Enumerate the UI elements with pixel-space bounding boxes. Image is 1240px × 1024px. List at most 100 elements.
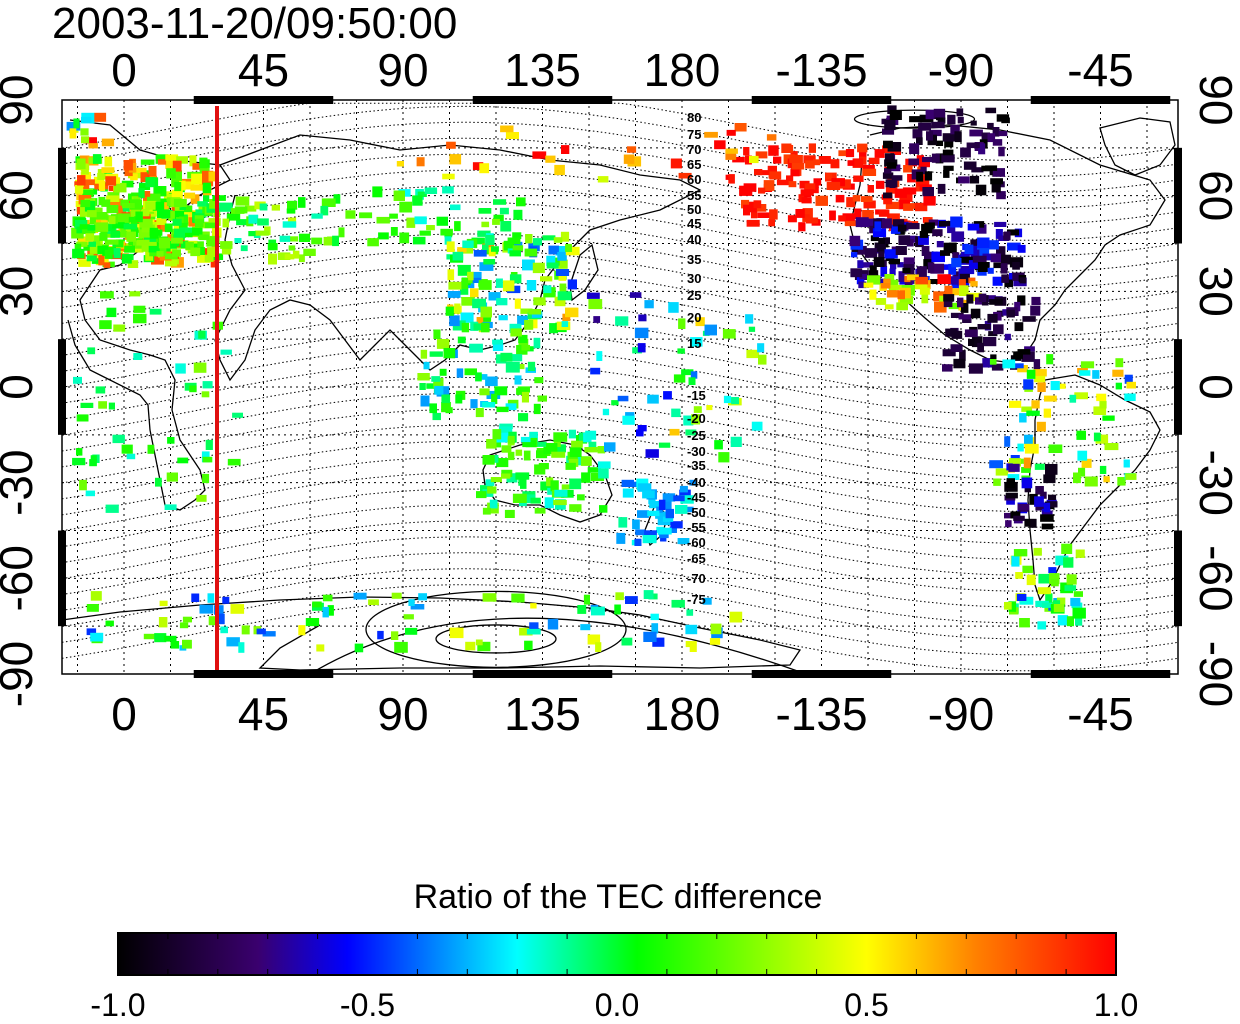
- contour-label: 55: [687, 188, 701, 203]
- tec-ratio-patch: [175, 363, 186, 374]
- tec-ratio-patch: [1044, 395, 1057, 402]
- tec-ratio-patch: [443, 348, 456, 359]
- tec-ratio-patch: [642, 490, 655, 499]
- tec-ratio-patch: [968, 363, 983, 374]
- tec-ratio-patch: [972, 255, 987, 263]
- tec-ratio-patch: [615, 316, 629, 326]
- tec-ratio-patch: [199, 234, 209, 241]
- tec-ratio-patch: [1019, 618, 1030, 628]
- tec-ratio-patch: [248, 231, 256, 237]
- tec-ratio-patch: [76, 241, 88, 247]
- tec-ratio-patch: [72, 457, 86, 466]
- tec-ratio-patch: [1096, 393, 1107, 402]
- tec-ratio-patch: [1061, 543, 1073, 554]
- tec-ratio-patch: [677, 538, 690, 545]
- tec-ratio-patch: [537, 395, 547, 402]
- tec-ratio-patch: [803, 155, 816, 164]
- tec-ratio-patch: [158, 237, 171, 249]
- tec-ratio-patch: [199, 175, 214, 187]
- tec-ratio-patch: [873, 257, 885, 267]
- tec-ratio-patch: [790, 169, 800, 177]
- tec-ratio-patch: [140, 159, 155, 165]
- tec-ratio-patch: [769, 171, 782, 180]
- tec-ratio-patch: [658, 442, 671, 448]
- tec-ratio-patch: [423, 361, 430, 370]
- contour-label: 45: [687, 216, 701, 231]
- tec-ratio-patch: [391, 592, 402, 599]
- tec-ratio-patch: [234, 206, 248, 214]
- tec-ratio-patch: [856, 276, 865, 285]
- tec-ratio-patch: [897, 262, 904, 268]
- tec-ratio-patch: [507, 451, 515, 461]
- tec-ratio-patch: [165, 159, 177, 169]
- tec-ratio-patch: [909, 143, 920, 154]
- tec-ratio-patch: [558, 273, 567, 281]
- tec-ratio-patch: [958, 176, 970, 184]
- tec-ratio-patch: [723, 395, 732, 404]
- tec-ratio-patch: [924, 251, 938, 262]
- tec-ratio-patch: [1004, 333, 1011, 341]
- tec-ratio-patch: [976, 246, 990, 257]
- tec-ratio-patch: [590, 367, 601, 375]
- tec-ratio-patch: [1002, 359, 1016, 369]
- tec-ratio-patch: [1050, 578, 1059, 587]
- tec-ratio-patch: [918, 122, 931, 131]
- tec-ratio-patch: [967, 223, 980, 231]
- tec-ratio-patch: [1093, 406, 1107, 415]
- tec-ratio-patch: [732, 156, 745, 163]
- tec-ratio-patch: [72, 248, 85, 259]
- tec-ratio-patch: [1013, 549, 1028, 557]
- tec-ratio-patch: [103, 262, 111, 268]
- tec-ratio-patch: [174, 181, 182, 192]
- tec-ratio-patch: [135, 211, 143, 221]
- tec-ratio-patches: [66, 105, 1137, 653]
- tec-ratio-patch: [147, 444, 155, 454]
- tec-ratio-patch: [533, 238, 542, 246]
- tec-ratio-patch: [99, 320, 112, 330]
- tec-ratio-patch: [164, 504, 177, 510]
- tec-ratio-patch: [903, 257, 915, 267]
- tec-ratio-patch: [82, 189, 94, 198]
- tec-ratio-patch: [891, 175, 903, 181]
- tec-ratio-patch: [852, 158, 864, 168]
- tec-ratio-patch: [86, 628, 97, 636]
- tec-ratio-patch: [987, 313, 998, 323]
- tec-ratio-patch: [673, 374, 686, 383]
- tec-ratio-patch: [1123, 459, 1130, 468]
- tec-ratio-patch: [498, 315, 508, 321]
- tec-ratio-patch: [1011, 555, 1020, 567]
- tec-ratio-patch: [1017, 365, 1028, 373]
- tec-ratio-patch: [513, 241, 523, 249]
- tec-ratio-patch: [141, 245, 149, 252]
- tec-ratio-patch: [786, 175, 794, 185]
- tec-ratio-patch: [136, 239, 150, 246]
- right-latitude-labels: 90 60 30 0 -30 -60 -90: [1190, 74, 1240, 707]
- tec-ratio-patch: [156, 251, 164, 257]
- tec-ratio-patch: [583, 594, 590, 605]
- tec-ratio-patch: [286, 208, 296, 214]
- tec-ratio-patch: [452, 251, 464, 261]
- tec-ratio-patch: [530, 603, 537, 609]
- tec-ratio-patch: [989, 359, 997, 365]
- tec-ratio-patch: [683, 415, 694, 426]
- contour-label: 40: [687, 232, 701, 247]
- tec-ratio-patch: [565, 246, 580, 256]
- tec-ratio-patch: [79, 224, 90, 230]
- tec-ratio-patch: [886, 162, 897, 169]
- tec-ratio-patch: [943, 242, 957, 251]
- tec-ratio-patch: [482, 244, 489, 250]
- tec-ratio-patch: [960, 256, 974, 263]
- tec-ratio-patch: [571, 440, 583, 448]
- tec-ratio-patch: [923, 217, 933, 228]
- tec-ratio-patch: [106, 205, 119, 214]
- tec-ratio-patch: [520, 436, 531, 443]
- tec-ratio-patch: [987, 133, 996, 143]
- tec-ratio-patch: [494, 386, 508, 396]
- axis-bars: [58, 96, 1182, 678]
- tec-ratio-patch: [254, 230, 269, 236]
- tec-ratio-patch: [977, 269, 987, 276]
- tec-ratio-patch: [670, 521, 683, 529]
- tec-ratio-patch: [1004, 436, 1011, 447]
- tec-ratio-patch: [184, 210, 198, 219]
- tec-ratio-patch: [529, 431, 538, 443]
